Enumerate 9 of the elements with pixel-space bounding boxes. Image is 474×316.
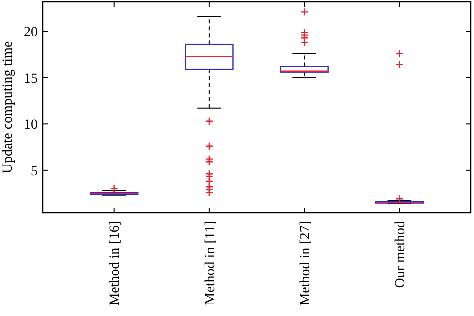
x-tick-label: Method in [11] [203,221,218,306]
x-tick-label: Method in [16] [108,221,124,306]
y-tick-label: 5 [31,164,38,180]
y-tick-label: 10 [24,118,38,134]
y-tick-label: 20 [24,26,38,41]
y-tick-label: 15 [24,72,38,87]
y-axis-title: Update computing time [1,41,16,174]
x-tick-label: Our method [394,221,409,288]
x-tick-label: Method in [27] [298,221,314,306]
